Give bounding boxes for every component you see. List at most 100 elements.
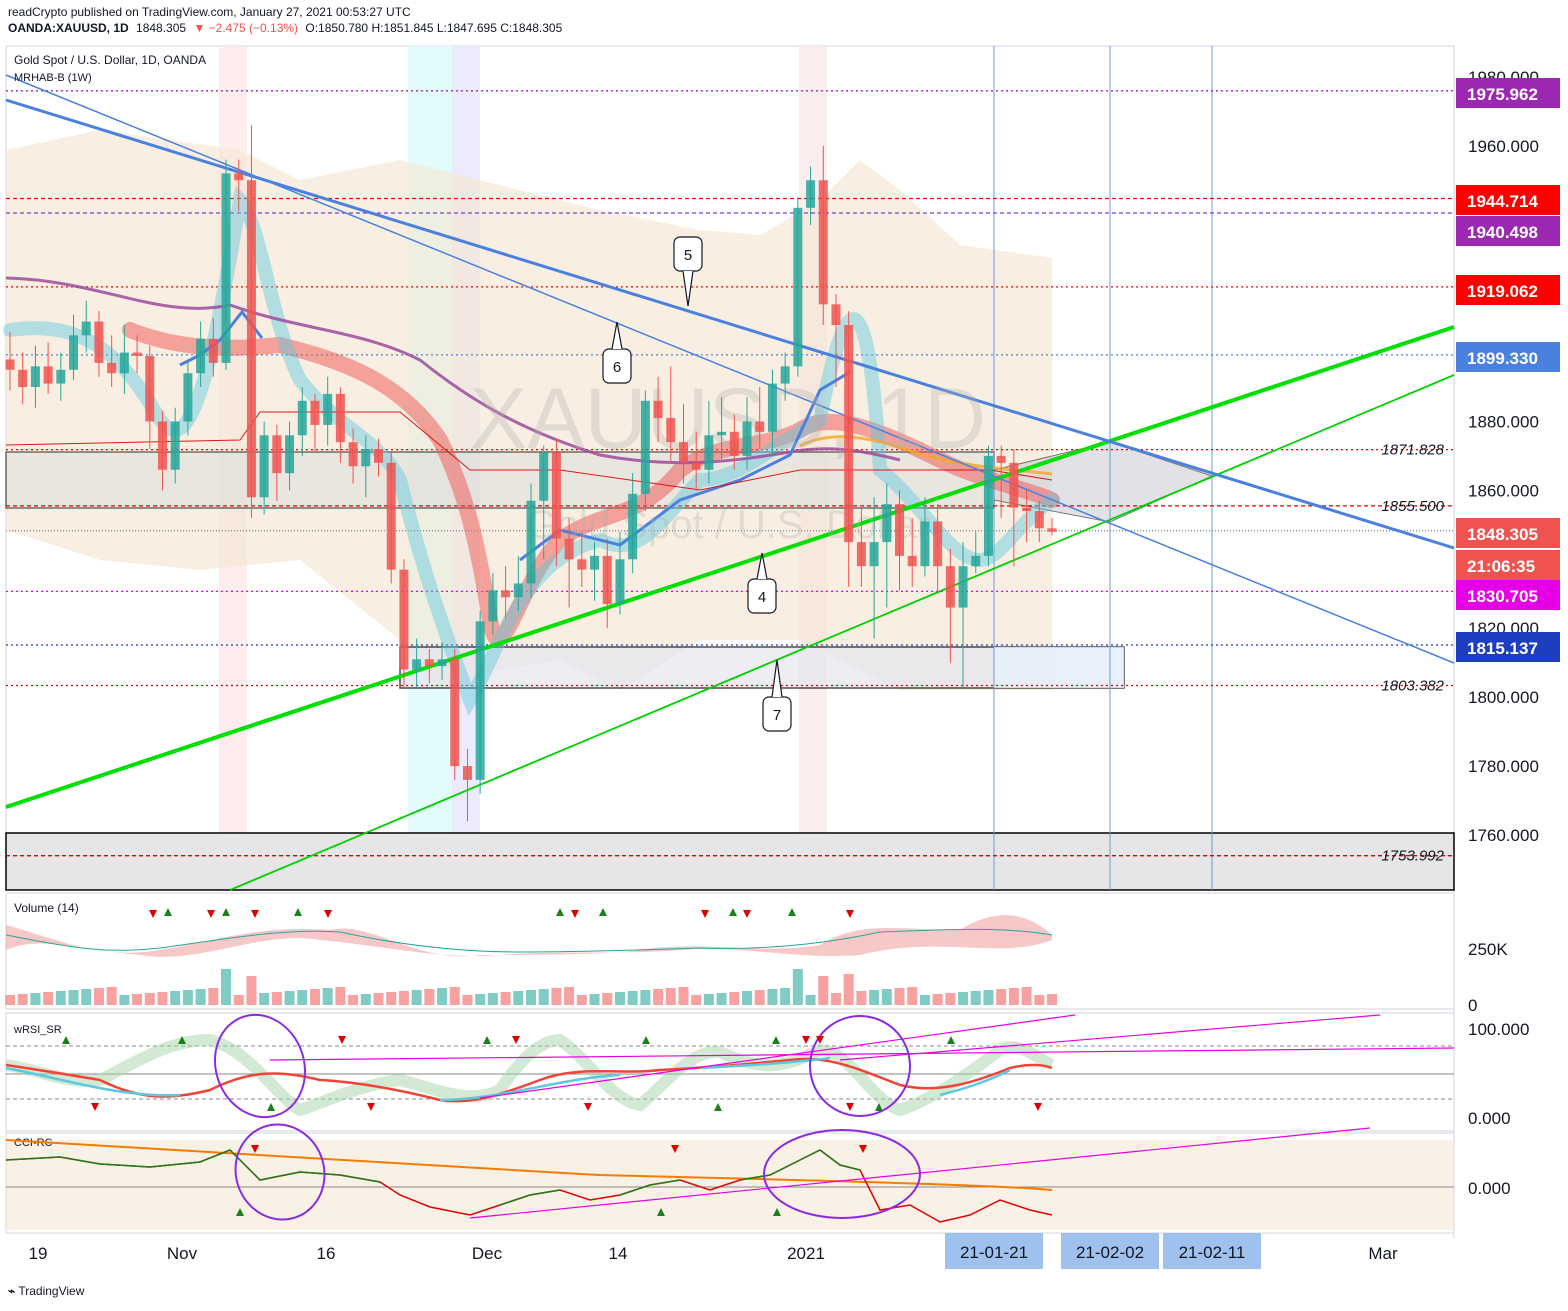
volume-bar <box>106 987 117 1005</box>
pane-axis-label: 100.000 <box>1468 1020 1529 1039</box>
buy-arrow <box>164 908 172 916</box>
cci-title: CCI-RC <box>14 1137 53 1149</box>
x-tick-label: 16 <box>317 1244 336 1263</box>
volume-bar <box>309 989 320 1005</box>
candle-body <box>399 569 409 670</box>
volume-bar <box>322 988 333 1005</box>
volume-bar <box>678 987 689 1005</box>
volume-bar <box>182 990 193 1005</box>
candle-body <box>437 659 447 667</box>
price-tag <box>1456 342 1560 372</box>
candlestick-series[interactable] <box>5 125 1057 822</box>
time-axis[interactable]: 19 Nov 16 Dec 14 2021 Mar 21-01-21 21-02-02 21-02… <box>29 1233 1398 1269</box>
x-tick-label: 14 <box>609 1244 628 1263</box>
pane-axis-label: 0.000 <box>1468 1179 1511 1198</box>
candle-body <box>234 173 244 181</box>
level-label: 1871.828 <box>1381 442 1444 459</box>
candle-body <box>729 431 739 456</box>
volume-bar <box>411 990 422 1005</box>
y-tick-label: 1860.000 <box>1468 481 1539 500</box>
candle-body <box>94 321 104 363</box>
y-tick-label: 1780.000 <box>1468 757 1539 776</box>
price-tags: 1975.962 1944.714 1940.498 1919.062 1899.330… <box>1456 78 1560 662</box>
volume-bar <box>996 989 1007 1005</box>
volume-bar <box>881 989 892 1005</box>
volume-bar <box>564 987 575 1005</box>
sell-arrow <box>91 1103 99 1111</box>
wave-label: 6 <box>613 359 621 376</box>
candle-body <box>717 431 727 436</box>
candle-body <box>907 555 917 567</box>
sell-arrow <box>324 910 332 918</box>
candle-body <box>488 590 498 622</box>
volume-bar <box>691 995 702 1005</box>
wave-label: 4 <box>758 589 766 606</box>
buy-arrow <box>714 1103 722 1111</box>
date-tag <box>1163 1233 1261 1269</box>
volume-bar <box>475 994 486 1005</box>
candle-body <box>374 449 384 463</box>
watermark: XAUUSD, 1D Gold Spot / U.S. Dollar <box>470 371 986 547</box>
volume-bar <box>208 988 219 1005</box>
x-tick-label: 2021 <box>787 1244 825 1263</box>
volume-bar <box>386 992 397 1005</box>
volume-bar <box>742 991 753 1005</box>
volume-bar <box>221 969 232 1005</box>
sell-arrow <box>207 910 215 918</box>
candle-body <box>119 352 129 374</box>
tradingview-logo[interactable]: ⌁ TradingView <box>8 1284 84 1298</box>
candle-body <box>424 659 434 667</box>
buy-arrow <box>947 1036 955 1044</box>
ohlc-values: O:1850.780 H:1851.845 L:1847.695 C:1848.… <box>305 21 563 35</box>
price-tag-label: 1940.498 <box>1467 223 1538 242</box>
rsi-title: wRSI_SR <box>13 1024 62 1036</box>
sell-arrow <box>846 1103 854 1111</box>
publish-info: readCrypto published on TradingView.com,… <box>8 5 411 19</box>
volume-bar <box>487 993 498 1005</box>
x-tick-label: 19 <box>29 1244 48 1263</box>
candle-body <box>920 521 930 567</box>
price-tag <box>1456 580 1560 610</box>
candle-body <box>958 566 968 608</box>
sell-arrow <box>816 1036 824 1044</box>
volume-bar <box>55 991 66 1005</box>
date-tag-label: 21-02-02 <box>1076 1243 1144 1262</box>
volume-bar <box>945 993 956 1005</box>
volume-bar <box>970 991 981 1005</box>
volume-bar <box>792 969 803 1005</box>
price-tag-label: 1815.137 <box>1467 639 1538 658</box>
sell-arrow <box>1034 1103 1042 1111</box>
candle-body <box>412 659 422 670</box>
volume-bar <box>780 988 791 1005</box>
volume-bar <box>195 989 206 1005</box>
volume-bar <box>958 992 969 1005</box>
buy-arrow <box>556 908 564 916</box>
price-axis[interactable]: 1980.0001960.0001880.0001860.0001820.000… <box>1468 68 1539 845</box>
chart-legend: Gold Spot / U.S. Dollar, 1D, OANDA MRHAB… <box>14 53 206 84</box>
sell-arrow <box>846 910 854 918</box>
candle-body <box>704 435 714 470</box>
candle-body <box>259 435 269 498</box>
volume-bar <box>576 995 587 1005</box>
pane-axes: 250K 0 100.000 0.000 0.000 <box>1468 940 1529 1198</box>
candle-body <box>221 173 231 363</box>
candle-body <box>208 338 218 363</box>
candle-body <box>348 442 358 467</box>
candle-body <box>882 504 892 543</box>
candle-body <box>526 500 536 584</box>
candle-body <box>132 352 142 357</box>
buy-arrow <box>178 1036 186 1044</box>
price-tag <box>1456 185 1560 215</box>
volume-bar <box>335 987 346 1005</box>
volume-bar <box>81 989 92 1005</box>
volume-bar <box>360 994 371 1005</box>
candle-body <box>996 455 1006 463</box>
y-tick-label: 1800.000 <box>1468 688 1539 707</box>
candle-body <box>666 418 676 443</box>
sell-arrow <box>802 1036 810 1044</box>
candle-body <box>246 180 256 498</box>
price-tag-label: 1830.705 <box>1467 587 1538 606</box>
candle-body <box>806 180 816 208</box>
candle-body <box>450 659 460 767</box>
